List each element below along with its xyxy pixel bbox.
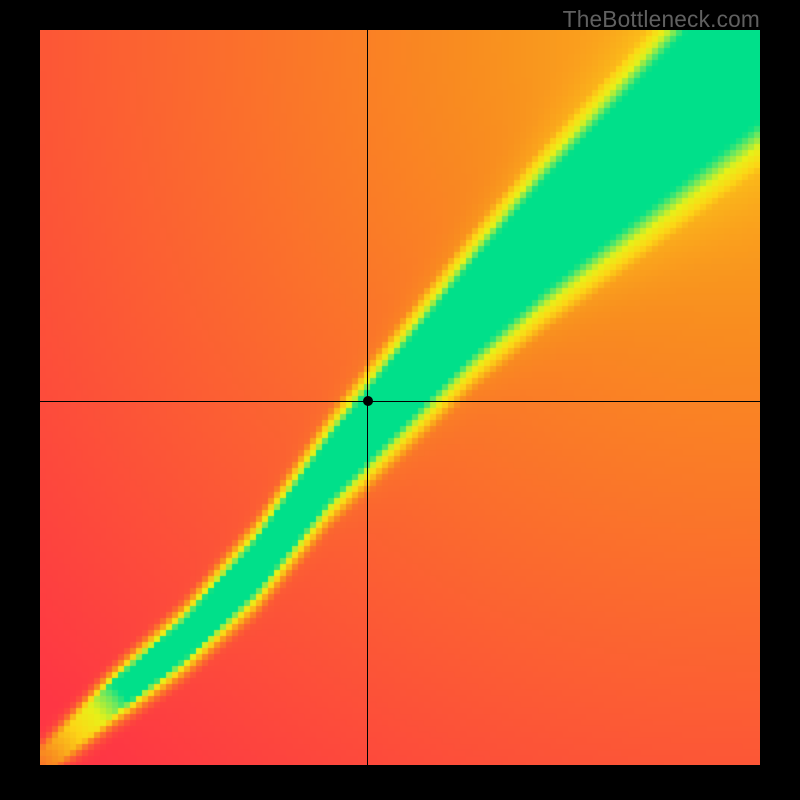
heatmap-canvas (40, 30, 760, 765)
crosshair-marker (363, 396, 373, 406)
figure-root: TheBottleneck.com (0, 0, 800, 800)
heatmap-plot (40, 30, 760, 765)
crosshair-horizontal (40, 401, 760, 402)
watermark-text: TheBottleneck.com (563, 6, 760, 33)
